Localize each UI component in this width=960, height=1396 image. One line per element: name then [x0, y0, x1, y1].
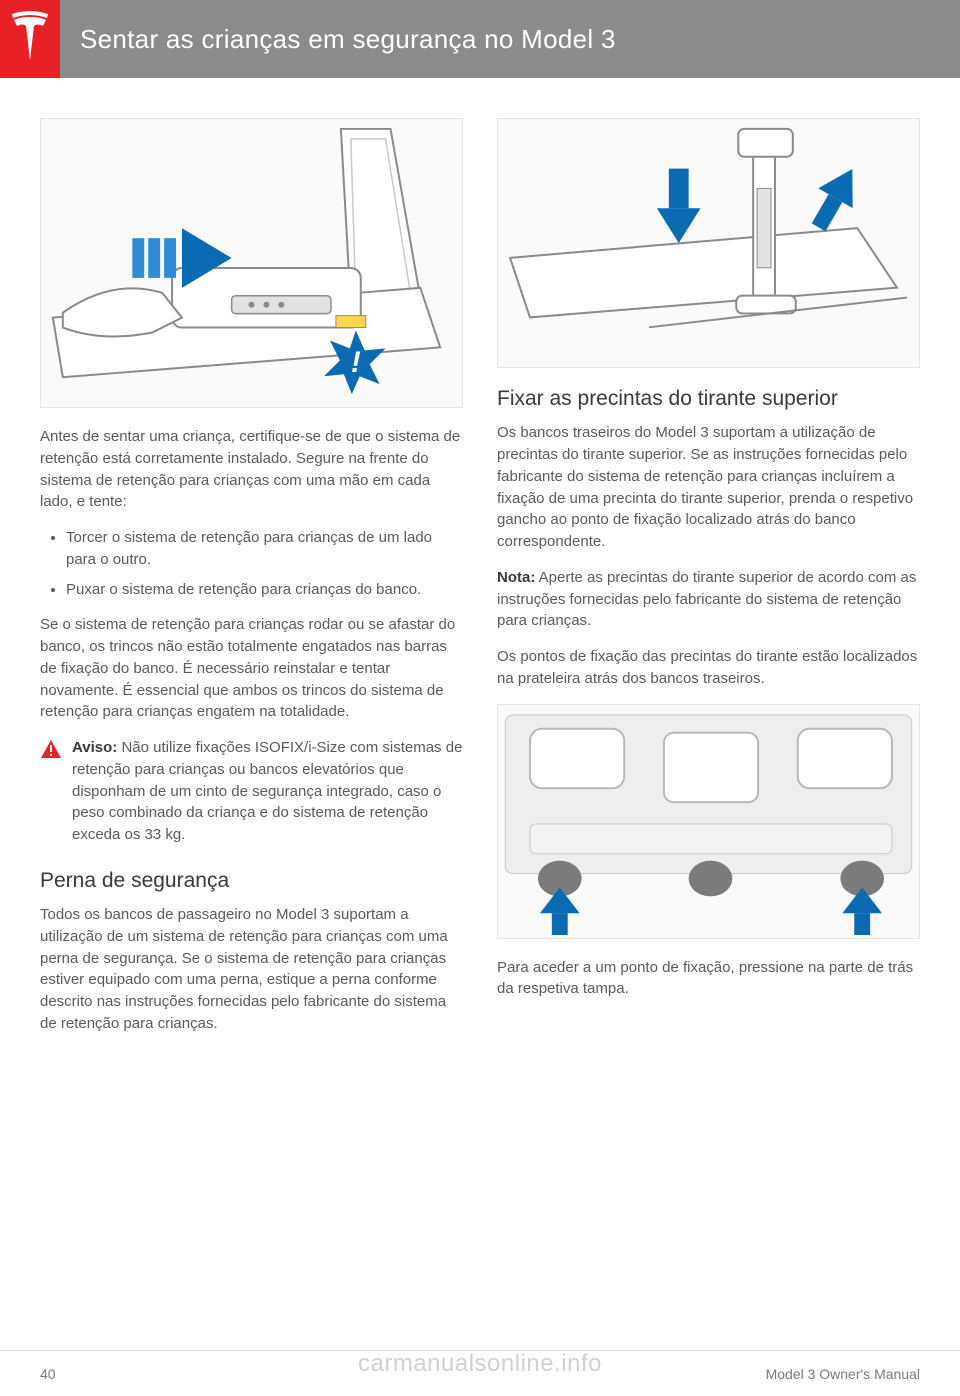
paragraph: Os pontos de fixação das precintas do ti… — [497, 646, 920, 690]
figure-tether-anchors — [497, 704, 920, 939]
paragraph: Todos os bancos de passageiro no Model 3… — [40, 904, 463, 1035]
heading-perna: Perna de segurança — [40, 868, 463, 894]
figure-load-leg — [497, 118, 920, 368]
page-number: 40 — [40, 1366, 56, 1382]
page-title: Sentar as crianças em segurança no Model… — [80, 0, 616, 78]
content: ! Antes de sentar uma criança, certifiqu… — [40, 118, 920, 1336]
right-column: Fixar as precintas do tirante superior O… — [497, 118, 920, 1336]
nota-label: Nota: — [497, 569, 535, 586]
warning-block: Aviso: Não utilize fixações ISOFIX/i-Siz… — [40, 737, 463, 846]
paragraph: Para aceder a um ponto de fixação, press… — [497, 957, 920, 1001]
check-list: Torcer o sistema de retenção para crianç… — [40, 527, 463, 600]
warning-text: Aviso: Não utilize fixações ISOFIX/i-Siz… — [72, 737, 463, 846]
manual-title: Model 3 Owner's Manual — [766, 1366, 920, 1382]
header: Sentar as crianças em segurança no Model… — [0, 0, 960, 78]
warning-body: Não utilize fixações ISOFIX/i-Size com s… — [72, 739, 462, 843]
heading-fixar: Fixar as precintas do tirante superior — [497, 386, 920, 412]
svg-text:!: ! — [351, 346, 361, 379]
nota-body: Aperte as precintas do tirante superior … — [497, 569, 916, 630]
nota-paragraph: Nota: Aperte as precintas do tirante sup… — [497, 567, 920, 632]
tesla-logo-icon — [0, 0, 60, 78]
footer: 40 Model 3 Owner's Manual — [0, 1350, 960, 1396]
warning-icon — [40, 737, 62, 846]
warning-label: Aviso: — [72, 739, 117, 756]
figure-seat-check: ! — [40, 118, 463, 408]
left-column: ! Antes de sentar uma criança, certifiqu… — [40, 118, 463, 1336]
intro-paragraph: Antes de sentar uma criança, certifique-… — [40, 426, 463, 513]
list-item: Puxar o sistema de retenção para criança… — [66, 579, 463, 601]
list-item: Torcer o sistema de retenção para crianç… — [66, 527, 463, 571]
page: Sentar as crianças em segurança no Model… — [0, 0, 960, 1396]
tesla-logo — [0, 0, 60, 78]
paragraph: Os bancos traseiros do Model 3 suportam … — [497, 422, 920, 553]
paragraph: Se o sistema de retenção para crianças r… — [40, 614, 463, 723]
